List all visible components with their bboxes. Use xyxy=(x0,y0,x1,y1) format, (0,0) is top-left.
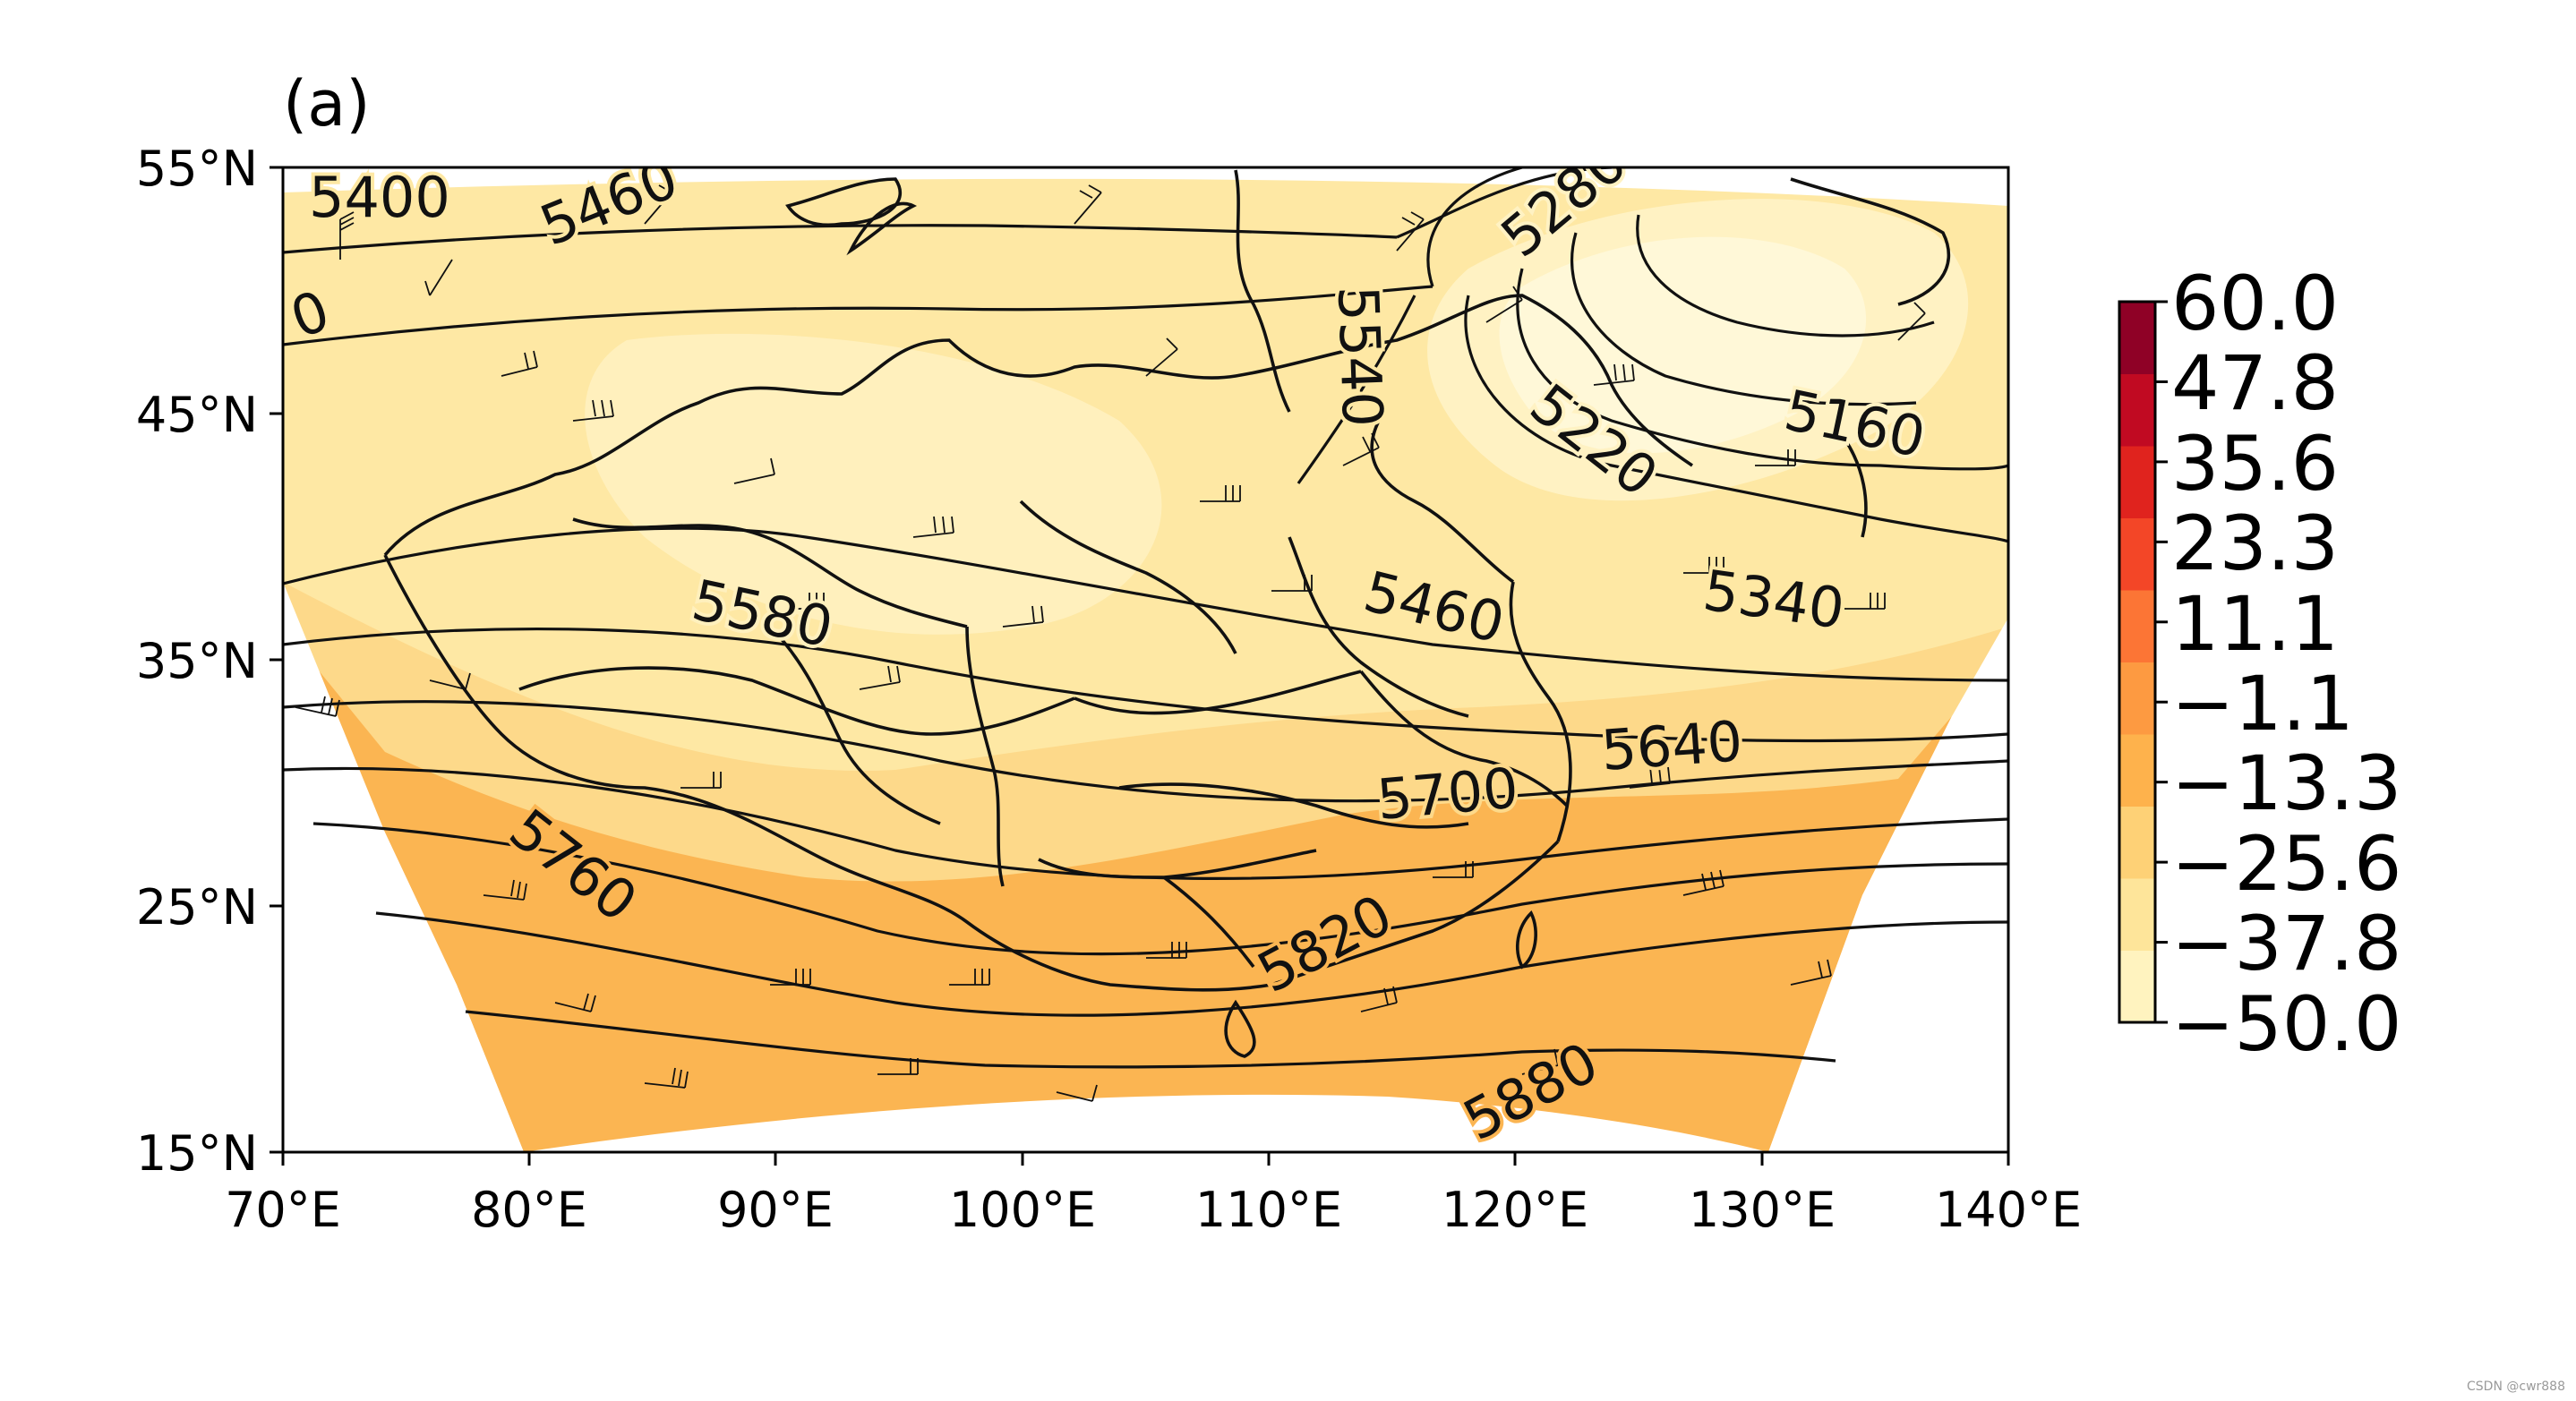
outside-domain-bottom xyxy=(524,1094,1768,1152)
contours xyxy=(283,167,2008,1069)
y-tick-label: 45°N xyxy=(136,387,258,443)
colorbar-tick-label: −50.0 xyxy=(2171,980,2401,1068)
colorbar-frame xyxy=(2118,300,2157,1024)
y-tick-label: 55°N xyxy=(136,141,258,197)
contour-label: 5540 xyxy=(1325,285,1395,428)
colorbar-block xyxy=(2119,806,2155,879)
colorbar-tick-label: 11.1 xyxy=(2171,580,2339,668)
colorbar-tick-label: −13.3 xyxy=(2171,739,2401,827)
x-tick-labels: 70°E 80°E 90°E 100°E 110°E 120°E 130°E 1… xyxy=(225,1182,2082,1238)
y-axis xyxy=(270,166,283,1154)
colorbar-tick-label: −1.1 xyxy=(2171,660,2354,747)
colorbar-block xyxy=(2119,734,2155,807)
map-area: 5400 5460 0 5540 5580 5160 5220 5280 534… xyxy=(283,165,2008,1152)
contour-label: 5640 xyxy=(1599,708,1745,783)
x-tick-label: 90°E xyxy=(717,1182,834,1238)
colorbar-block xyxy=(2119,878,2155,951)
colorbar-block xyxy=(2119,373,2155,447)
panel-label: (a) xyxy=(283,67,371,141)
wind-barbs xyxy=(295,184,1926,1102)
x-tick-label: 140°E xyxy=(1935,1182,2082,1238)
colorbar-tick-label: 60.0 xyxy=(2171,260,2339,347)
x-tick-label: 70°E xyxy=(225,1182,341,1238)
colorbar-block xyxy=(2119,590,2155,662)
contour-label: 5700 xyxy=(1374,755,1521,832)
colorbar-block xyxy=(2119,950,2155,1023)
x-tick-label: 110°E xyxy=(1195,1182,1342,1238)
colorbar-block xyxy=(2119,662,2155,735)
x-axis xyxy=(281,1152,2010,1166)
outside-domain-right xyxy=(1768,618,2008,1152)
boundaries xyxy=(383,169,1951,1058)
watermark: CSDN @cwr888 xyxy=(2467,1380,2565,1394)
colorbar-tick-label: 23.3 xyxy=(2171,500,2339,587)
colorbar: 60.0 47.8 35.6 23.3 11.1 −1.1 −13.3 −25.… xyxy=(2118,260,2401,1068)
y-tick-label: 25°N xyxy=(136,879,258,935)
x-tick-label: 80°E xyxy=(471,1182,587,1238)
y-tick-label: 35°N xyxy=(136,633,258,689)
colorbar-block xyxy=(2119,446,2155,518)
y-tick-label: 15°N xyxy=(136,1125,258,1182)
colorbar-block xyxy=(2119,302,2155,374)
colorbar-tick-labels: 60.0 47.8 35.6 23.3 11.1 −1.1 −13.3 −25.… xyxy=(2171,260,2401,1068)
colorbar-ticks xyxy=(2155,300,2168,1024)
colorbar-blocks xyxy=(2119,302,2155,1023)
colorbar-tick-label: 35.6 xyxy=(2171,420,2339,508)
outside-domain-left xyxy=(283,582,524,1152)
colorbar-tick-label: −37.8 xyxy=(2171,900,2401,987)
x-tick-label: 100°E xyxy=(949,1182,1096,1238)
contour-label: 5400 xyxy=(309,165,450,230)
colorbar-block xyxy=(2119,517,2155,591)
y-tick-labels: 55°N 45°N 35°N 25°N 15°N xyxy=(136,141,258,1182)
field-light-lobe-west xyxy=(585,333,1162,635)
x-tick-label: 130°E xyxy=(1689,1182,1836,1238)
colorbar-tick-label: −25.6 xyxy=(2171,820,2401,908)
colorbar-tick-label: 47.8 xyxy=(2171,339,2339,427)
x-tick-label: 120°E xyxy=(1442,1182,1588,1238)
